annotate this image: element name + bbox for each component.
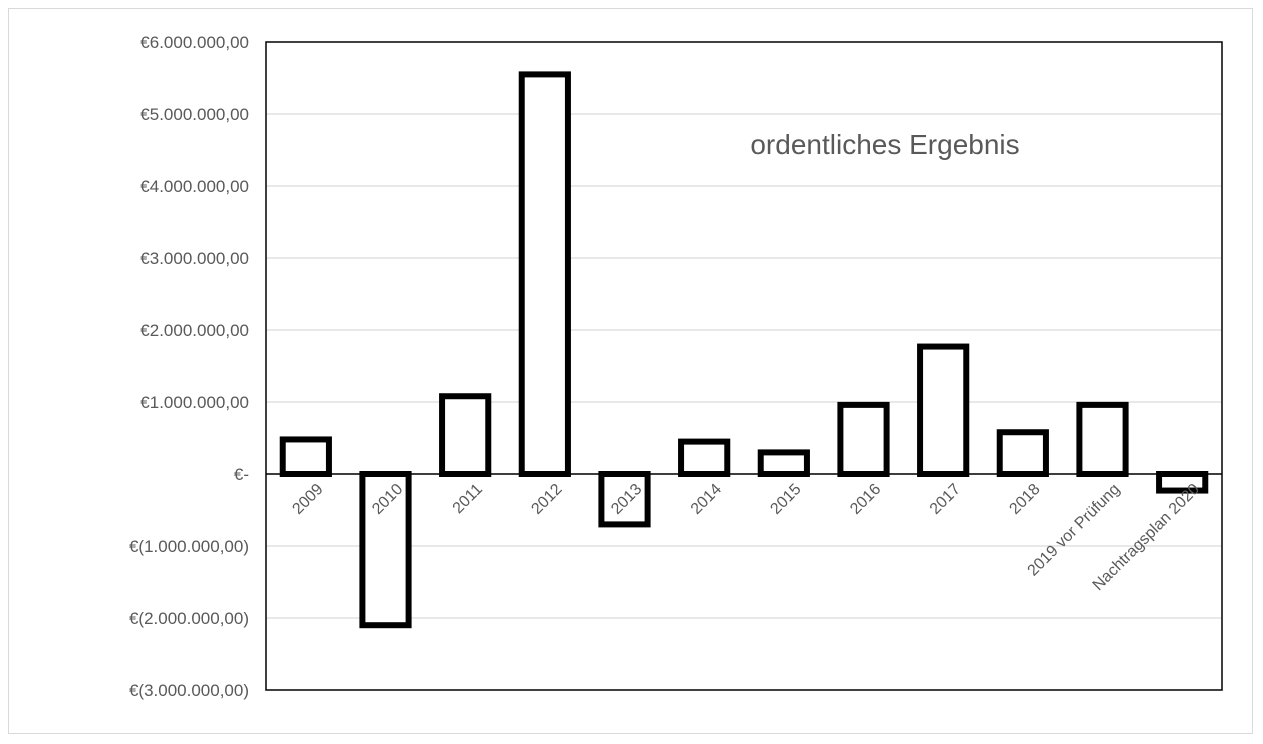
x-tick-label: 2009 xyxy=(289,481,326,518)
bar xyxy=(837,401,890,478)
bar xyxy=(917,343,970,477)
x-tick-label: 2016 xyxy=(847,481,884,518)
x-tick-label: 2014 xyxy=(688,481,725,518)
y-tick-label: €3.000.000,00 xyxy=(140,249,249,268)
y-tick-label: €2.000.000,00 xyxy=(140,321,249,340)
bar xyxy=(996,429,1049,477)
x-axis-category-labels: 2009 2010 2011 2012 2013 2014 2015 2016 2017 2018… xyxy=(289,481,1203,594)
chart-frame xyxy=(8,8,1253,734)
y-tick-label: €(3.000.000,00) xyxy=(129,681,249,700)
bars xyxy=(279,71,1209,629)
x-tick-label: 2017 xyxy=(927,481,964,518)
bar xyxy=(678,438,731,478)
x-tick-label: 2011 xyxy=(450,481,486,517)
y-tick-label: €4.000.000,00 xyxy=(140,177,249,196)
y-tick-label: €6.000.000,00 xyxy=(140,33,249,52)
y-tick-label: €(1.000.000,00) xyxy=(129,537,249,556)
x-tick-label: 2015 xyxy=(767,481,804,518)
bar xyxy=(1156,471,1209,494)
y-tick-label: €- xyxy=(234,465,249,484)
bar xyxy=(279,436,332,478)
chart-title: ordentliches Ergebnis xyxy=(750,129,1019,160)
plot-area-border xyxy=(265,41,1223,691)
x-tick-label: 2018 xyxy=(1006,481,1043,518)
bar xyxy=(757,449,810,477)
y-tick-label: €5.000.000,00 xyxy=(140,105,249,124)
y-tick-label: €(2.000.000,00) xyxy=(129,609,249,628)
x-tick-label: 2012 xyxy=(528,481,565,518)
y-axis-tick-labels: €6.000.000,00 €5.000.000,00 €4.000.000,00 €… xyxy=(129,33,249,700)
bar xyxy=(439,393,492,477)
bar xyxy=(1076,401,1129,478)
bar xyxy=(518,71,571,478)
y-tick-label: €1.000.000,00 xyxy=(140,393,249,412)
